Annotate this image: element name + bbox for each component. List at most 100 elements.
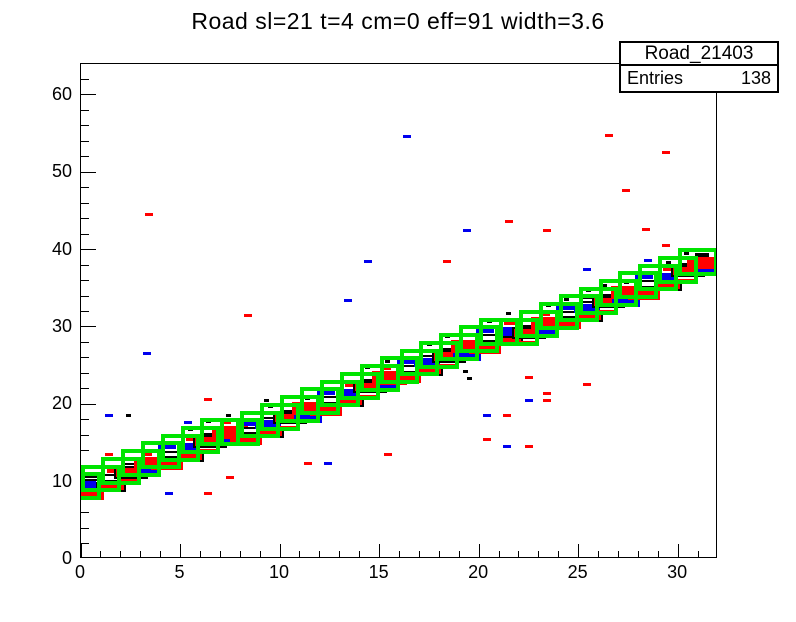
hit-box [695,252,710,258]
noise-marker [323,461,332,465]
x-axis-tick [140,551,142,557]
black-dot-marker [225,413,231,417]
black-dot-marker [683,251,689,255]
noise-marker [363,259,372,263]
black-dot-marker [665,260,671,264]
hit-box [469,342,502,354]
x-axis-tick [100,551,102,557]
noise-marker [104,453,113,457]
y-axis-tick [81,419,89,421]
x-tick-label: 20 [468,562,489,582]
noise-marker [226,476,235,480]
noise-marker [443,259,452,263]
black-dot-marker [385,359,391,363]
hit-box [573,303,600,314]
x-axis-tick [598,551,600,557]
noise-marker [662,150,671,154]
y-tick-label: 30 [51,315,72,336]
y-axis-tick [81,403,96,405]
hit-box [555,303,574,310]
black-dot-marker [466,377,472,381]
x-axis-tick [180,544,182,557]
hit-box [344,382,359,388]
y-axis-tick [81,156,89,158]
hit-box [495,327,519,336]
y-tick-label: 0 [61,548,72,568]
noise-marker [104,414,113,418]
noise-marker [582,268,591,272]
noise-marker [204,398,213,402]
x-axis-tick [637,551,639,557]
black-dot-marker [506,312,512,316]
y-axis-tick [81,233,89,235]
x-tick-label: 15 [368,562,389,582]
x-axis-tick [458,551,460,557]
x-axis-tick [299,551,301,557]
hit-box [230,434,263,446]
noise-marker [463,228,472,232]
x-axis-tick [399,551,400,557]
noise-marker [504,220,513,224]
y-axis-tick [81,341,89,343]
hit-box [335,389,360,398]
hit-box [612,297,641,308]
y-axis-tick [81,357,89,359]
hit-box [150,458,183,470]
hit-box [414,357,441,368]
noise-marker [244,313,253,317]
noise-marker [204,491,213,495]
noise-marker [164,491,173,495]
noise-marker [542,398,551,402]
x-axis-tick [319,551,321,557]
noise-marker [303,461,312,465]
noise-marker [502,414,511,418]
noise-marker [542,391,551,395]
x-axis-tick [120,551,122,557]
hit-box [176,443,201,452]
y-axis-tick [81,280,89,282]
noise-marker [383,453,392,457]
y-axis-tick [81,543,89,545]
stats-entries-row: Entries 138 [621,66,777,91]
x-axis-tick [438,551,440,557]
black-dot-marker [126,413,132,417]
y-axis-tick [81,326,96,328]
y-axis-tick [81,388,89,390]
x-axis-tick [518,551,520,557]
x-axis-tick [617,551,619,557]
x-axis-tick [558,551,560,557]
x-axis-tick [538,551,540,557]
black-dot-marker [602,283,608,287]
x-axis-tick [478,544,480,557]
y-axis-tick [81,171,96,173]
x-axis-tick [199,551,201,557]
hit-box [106,468,119,474]
x-tick-label: 25 [567,562,588,582]
x-axis-tick [219,551,221,557]
noise-marker [604,134,613,138]
y-tick-label: 10 [51,470,72,491]
stats-histogram-name: Road_21403 [621,43,777,66]
noise-marker [622,189,631,193]
y-axis-tick [81,512,89,514]
y-axis-tick [81,527,89,529]
x-axis-tick [359,551,361,557]
y-axis-tick [81,187,89,189]
hit-box [81,481,96,489]
road-window-box [81,472,101,501]
noise-marker [642,228,651,232]
y-axis-tick [81,78,89,80]
y-axis-tick [81,218,89,220]
noise-marker [582,382,591,386]
y-axis-tick [81,295,89,297]
x-axis-tick [697,551,699,557]
hit-box [140,468,161,476]
hit-box [635,272,654,280]
hit-box [81,488,104,500]
x-tick-label: 10 [269,562,290,582]
y-axis-tick [81,249,96,251]
x-axis-tick [259,551,261,557]
hit-box [663,266,678,272]
y-axis-tick [81,94,96,96]
